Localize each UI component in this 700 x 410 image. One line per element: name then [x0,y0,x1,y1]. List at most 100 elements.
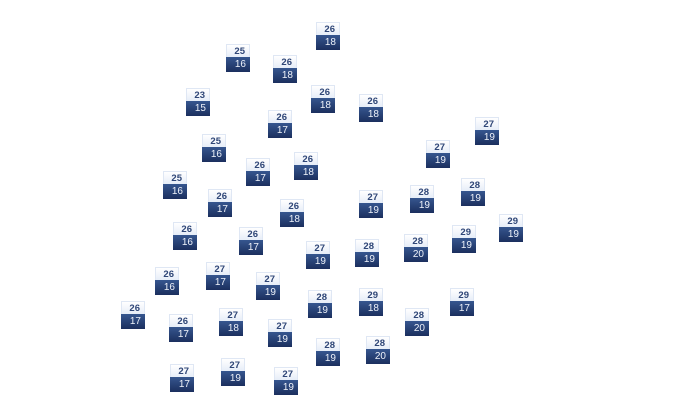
low-temperature: 20 [404,247,428,262]
low-temperature: 17 [121,314,145,329]
temperature-marker[interactable]: 27 19 [306,241,330,269]
high-temperature: 29 [499,214,523,227]
temperature-marker[interactable]: 27 19 [221,358,245,386]
high-temperature: 26 [294,152,318,165]
temperature-marker[interactable]: 26 18 [280,199,304,227]
low-temperature: 19 [461,191,485,206]
low-temperature: 19 [256,285,280,300]
high-temperature: 27 [170,364,194,377]
temperature-marker[interactable]: 27 19 [256,272,280,300]
low-temperature: 18 [219,321,243,336]
temperature-marker[interactable]: 28 19 [461,178,485,206]
low-temperature: 18 [280,212,304,227]
low-temperature: 20 [405,321,429,336]
temperature-marker[interactable]: 26 17 [169,314,193,342]
low-temperature: 16 [173,235,197,250]
low-temperature: 17 [246,171,270,186]
temperature-marker[interactable]: 27 19 [274,367,298,395]
temperature-marker[interactable]: 28 20 [404,234,428,262]
low-temperature: 19 [410,198,434,213]
temperature-marker[interactable]: 27 19 [359,190,383,218]
high-temperature: 26 [173,222,197,235]
high-temperature: 28 [410,185,434,198]
high-temperature: 27 [206,262,230,275]
low-temperature: 19 [308,303,332,318]
temperature-marker[interactable]: 26 17 [246,158,270,186]
low-temperature: 19 [316,351,340,366]
temperature-marker[interactable]: 29 18 [359,288,383,316]
high-temperature: 26 [273,55,297,68]
high-temperature: 27 [359,190,383,203]
low-temperature: 19 [355,252,379,267]
temperature-marker[interactable]: 29 19 [499,214,523,242]
high-temperature: 26 [239,227,263,240]
temperature-marker[interactable]: 27 17 [206,262,230,290]
high-temperature: 25 [163,171,187,184]
temperature-marker[interactable]: 29 19 [452,225,476,253]
high-temperature: 26 [246,158,270,171]
temperature-marker[interactable]: 26 18 [359,94,383,122]
temperature-marker[interactable]: 25 16 [163,171,187,199]
high-temperature: 25 [226,44,250,57]
temperature-marker[interactable]: 27 19 [475,117,499,145]
low-temperature: 16 [163,184,187,199]
high-temperature: 27 [426,140,450,153]
high-temperature: 29 [450,288,474,301]
high-temperature: 23 [186,88,210,101]
temperature-marker[interactable]: 26 17 [208,189,232,217]
temperature-marker[interactable]: 28 20 [366,336,390,364]
temperature-marker[interactable]: 23 15 [186,88,210,116]
low-temperature: 18 [359,301,383,316]
temperature-marker[interactable]: 26 18 [273,55,297,83]
low-temperature: 17 [169,327,193,342]
high-temperature: 27 [274,367,298,380]
low-temperature: 20 [366,349,390,364]
temperature-marker[interactable]: 26 18 [316,22,340,50]
high-temperature: 26 [359,94,383,107]
high-temperature: 27 [268,319,292,332]
temperature-marker[interactable]: 26 17 [268,110,292,138]
temperature-marker[interactable]: 26 16 [173,222,197,250]
high-temperature: 27 [219,308,243,321]
high-temperature: 27 [306,241,330,254]
high-temperature: 26 [121,301,145,314]
temperature-marker[interactable]: 26 16 [155,267,179,295]
high-temperature: 28 [404,234,428,247]
temperature-marker[interactable]: 28 19 [308,290,332,318]
low-temperature: 18 [273,68,297,83]
temperature-marker[interactable]: 27 18 [219,308,243,336]
temperature-marker[interactable]: 28 20 [405,308,429,336]
low-temperature: 18 [294,165,318,180]
temperature-marker[interactable]: 26 17 [121,301,145,329]
low-temperature: 16 [226,57,250,72]
low-temperature: 18 [316,35,340,50]
low-temperature: 15 [186,101,210,116]
temperature-marker[interactable]: 27 19 [426,140,450,168]
temperature-marker[interactable]: 25 16 [226,44,250,72]
temperature-marker[interactable]: 28 19 [316,338,340,366]
high-temperature: 26 [316,22,340,35]
temperature-marker[interactable]: 26 17 [239,227,263,255]
high-temperature: 28 [461,178,485,191]
high-temperature: 26 [169,314,193,327]
high-temperature: 26 [155,267,179,280]
temperature-marker[interactable]: 25 16 [202,134,226,162]
high-temperature: 29 [452,225,476,238]
temperature-marker[interactable]: 27 19 [268,319,292,347]
high-temperature: 29 [359,288,383,301]
temperature-marker[interactable]: 28 19 [410,185,434,213]
temperature-marker[interactable]: 27 17 [170,364,194,392]
temperature-marker[interactable]: 26 18 [294,152,318,180]
high-temperature: 27 [221,358,245,371]
high-temperature: 25 [202,134,226,147]
low-temperature: 19 [452,238,476,253]
low-temperature: 17 [239,240,263,255]
low-temperature: 19 [359,203,383,218]
high-temperature: 28 [316,338,340,351]
low-temperature: 19 [475,130,499,145]
temperature-marker[interactable]: 26 18 [311,85,335,113]
temperature-marker[interactable]: 28 19 [355,239,379,267]
temperature-marker[interactable]: 29 17 [450,288,474,316]
low-temperature: 19 [426,153,450,168]
